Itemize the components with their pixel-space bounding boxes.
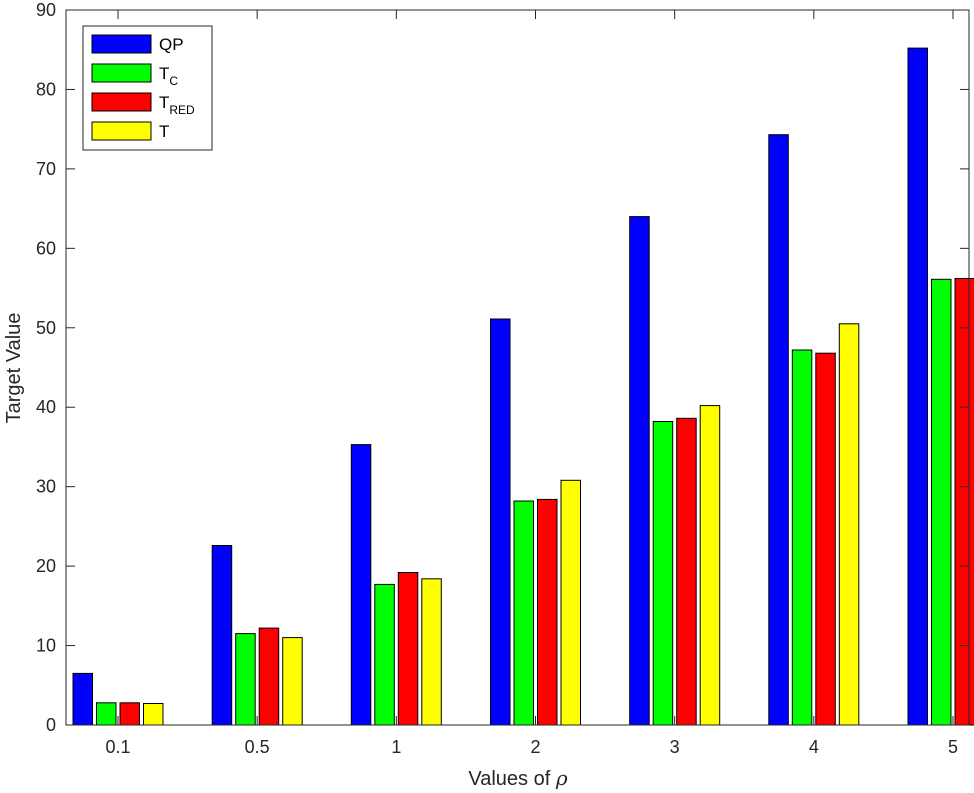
bar-t-red-2 bbox=[537, 498, 558, 726]
legend-label-t-red: TRED bbox=[159, 93, 195, 117]
y-tick-label: 60 bbox=[36, 238, 56, 258]
y-tick-label: 30 bbox=[36, 477, 56, 497]
bar-t-c-3 bbox=[652, 421, 674, 726]
x-axis-title-symbol: ρ bbox=[555, 766, 568, 790]
x-tick-label: 4 bbox=[809, 737, 819, 757]
plot-frame bbox=[65, 9, 970, 726]
axes-layer bbox=[65, 9, 970, 726]
bars-layer bbox=[72, 47, 974, 726]
legend-swatch-t bbox=[91, 121, 152, 141]
bar-t-red-5 bbox=[954, 278, 974, 726]
bar-qp-2 bbox=[490, 318, 511, 726]
bar-t-c-4 bbox=[791, 349, 813, 726]
bar-qp-5 bbox=[907, 47, 928, 726]
bar-t-0-1 bbox=[143, 703, 164, 726]
y-tick-label: 20 bbox=[36, 556, 56, 576]
bar-t-4 bbox=[838, 323, 860, 726]
x-tick-label: 0.1 bbox=[105, 737, 130, 757]
y-tick-label: 10 bbox=[36, 636, 56, 656]
bar-t-red-3 bbox=[676, 417, 697, 726]
y-tick-label: 40 bbox=[36, 397, 56, 417]
y-tick-label: 0 bbox=[46, 715, 56, 735]
ticks-layer: 0 10 20 30 40 50 60 70 80 90 0.1 0.5 1 2 3 4 5 bbox=[36, 0, 969, 757]
y-tick-label: 80 bbox=[36, 79, 56, 99]
bar-t-2 bbox=[560, 479, 581, 726]
y-tick-label: 90 bbox=[36, 0, 56, 20]
bar-t-red-1 bbox=[397, 572, 419, 726]
x-tick-label: 3 bbox=[670, 737, 680, 757]
bar-t-0-5 bbox=[282, 637, 303, 726]
bar-t-c-2 bbox=[513, 500, 534, 726]
x-axis-title-text: Values of bbox=[468, 768, 555, 790]
x-tick-label: 5 bbox=[948, 737, 958, 757]
x-axis-title: Values of ρ bbox=[468, 766, 567, 790]
bar-t-1 bbox=[421, 578, 442, 726]
legend: QP TC TRED T bbox=[82, 25, 213, 151]
bar-qp-0-1 bbox=[72, 672, 93, 726]
x-tick-label: 1 bbox=[391, 737, 401, 757]
bar-t-c-5 bbox=[931, 278, 952, 726]
bar-t-red-0-1 bbox=[119, 702, 140, 726]
bar-t-c-0-1 bbox=[96, 702, 117, 726]
x-tick-label: 0.5 bbox=[245, 737, 270, 757]
bar-t-red-4 bbox=[815, 352, 836, 726]
bar-t-3 bbox=[699, 405, 721, 726]
legend-swatch-t-red bbox=[91, 92, 152, 112]
legend-label-t: T bbox=[159, 122, 169, 141]
y-axis-title: Target Value bbox=[3, 313, 25, 424]
legend-swatch-qp bbox=[91, 34, 152, 54]
legend-swatch-t-c bbox=[91, 63, 152, 83]
legend-label-qp: QP bbox=[159, 35, 184, 54]
bar-qp-3 bbox=[629, 216, 650, 726]
legend-label-t-c: TC bbox=[159, 64, 178, 88]
bar-qp-1 bbox=[350, 444, 372, 726]
y-tick-label: 50 bbox=[36, 318, 56, 338]
bar-t-c-0-5 bbox=[235, 633, 256, 726]
bar-qp-4 bbox=[768, 134, 789, 726]
y-tick-label: 70 bbox=[36, 159, 56, 179]
x-tick-label: 2 bbox=[530, 737, 540, 757]
bar-t-red-0-5 bbox=[258, 627, 280, 726]
bar-t-c-1 bbox=[374, 583, 395, 726]
bar-qp-0-5 bbox=[211, 545, 233, 726]
